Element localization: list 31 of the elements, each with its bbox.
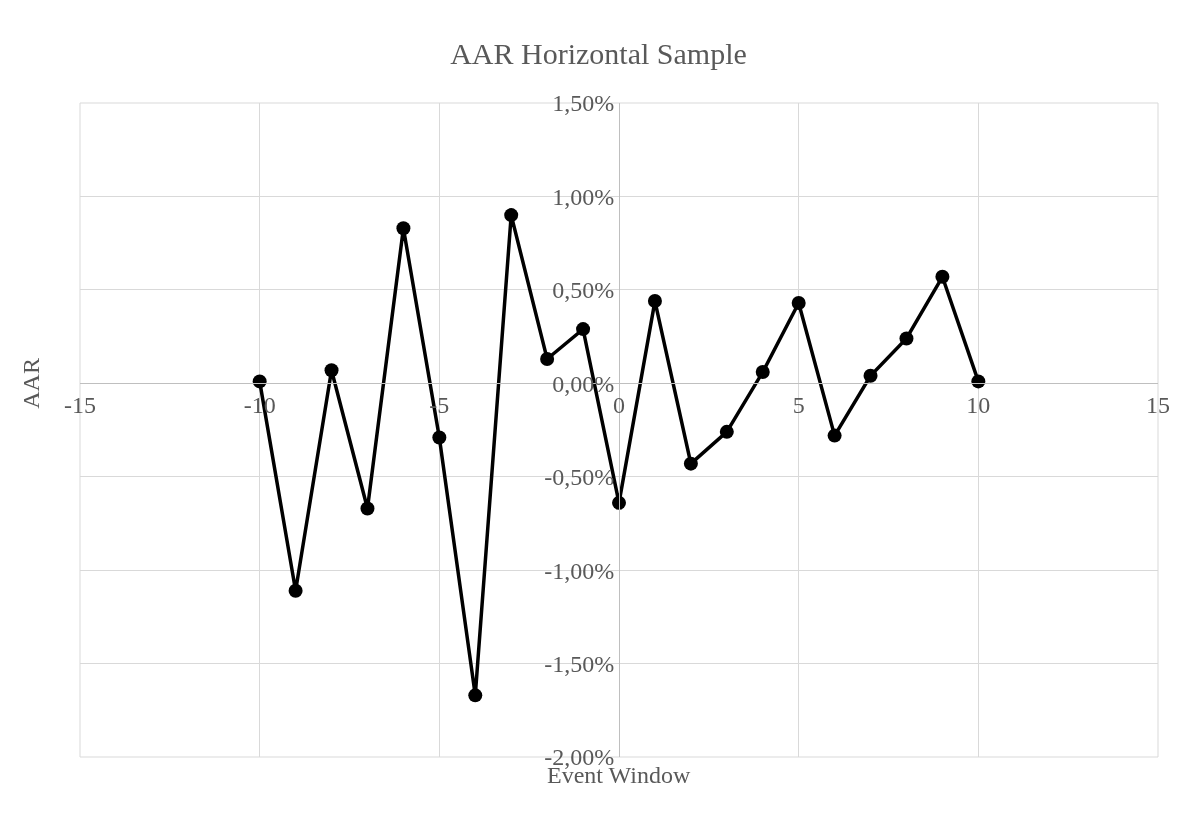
point [324, 363, 339, 378]
point [899, 331, 914, 346]
x-tick-label: 10 [966, 392, 991, 419]
y-tick-label: -1,50% [544, 650, 615, 677]
point [288, 583, 303, 598]
point [791, 295, 806, 310]
x-tick-label: 15 [1146, 392, 1170, 419]
y-tick-label: 1,00% [552, 183, 615, 210]
y-axis-title: AAR [18, 358, 45, 409]
point [432, 430, 447, 445]
point [827, 428, 842, 443]
point [540, 351, 555, 366]
x-tick-label: 5 [792, 392, 805, 419]
x-tick-label: 0 [613, 392, 625, 419]
chart-title: AAR Horizontal Sample [450, 37, 747, 71]
point [504, 208, 519, 223]
y-tick-label: 1,50% [552, 90, 615, 117]
point [755, 365, 770, 380]
y-tick-label: 0,50% [552, 277, 615, 304]
point [576, 322, 591, 337]
x-tick-label: -15 [64, 392, 96, 419]
point [647, 294, 662, 309]
point [360, 501, 375, 516]
point [612, 495, 626, 510]
y-tick-label: -1,00% [544, 557, 615, 584]
point [719, 424, 734, 439]
point [396, 221, 411, 236]
point [863, 368, 878, 383]
point [468, 688, 483, 703]
point [683, 456, 698, 471]
point [935, 269, 950, 284]
